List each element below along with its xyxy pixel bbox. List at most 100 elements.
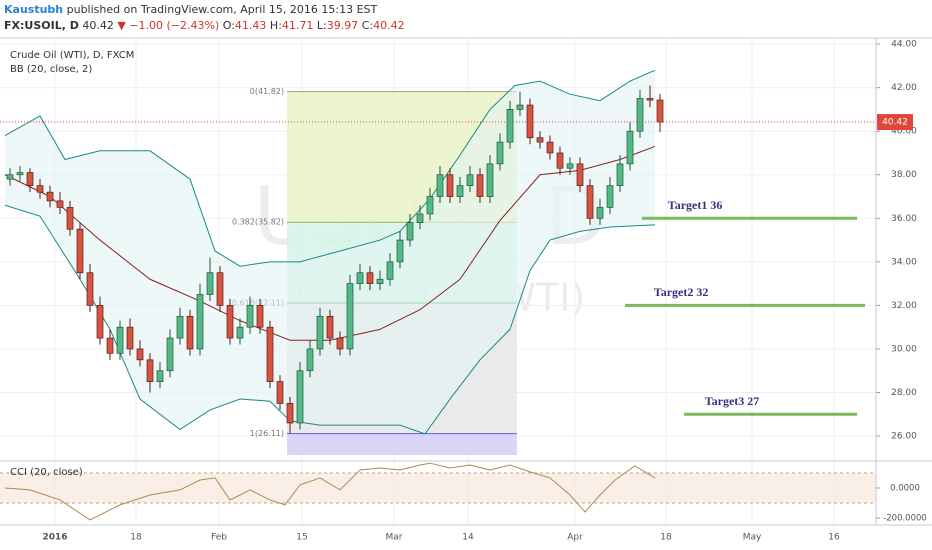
cci-line xyxy=(4,462,656,521)
fib-label: 1(26.11) xyxy=(250,429,284,438)
price: 40.42 xyxy=(82,19,114,32)
candle-body xyxy=(226,305,234,339)
candle-body xyxy=(496,141,504,165)
c-label: C: xyxy=(361,19,374,32)
candle-body xyxy=(136,348,144,361)
y-tick-label: 34.00 xyxy=(891,257,917,267)
candle-body xyxy=(276,381,284,404)
candle-body xyxy=(156,370,164,382)
x-tick-label: 14 xyxy=(462,533,474,543)
y-tick-label: 44.00 xyxy=(891,40,917,50)
candle-body xyxy=(246,305,254,328)
published: published on TradingView.com, April 15, … xyxy=(66,3,378,16)
candle-body xyxy=(116,326,124,354)
candle-body xyxy=(376,278,384,284)
candle-body xyxy=(426,196,434,215)
last-price-box xyxy=(877,114,913,131)
candle-body xyxy=(106,337,114,354)
l-label: L: xyxy=(316,19,327,32)
candle-body xyxy=(446,174,454,197)
candle-body xyxy=(26,172,34,186)
y-tick-label: 40.00 xyxy=(891,127,917,137)
candle-body xyxy=(566,163,574,169)
candle-body xyxy=(96,305,104,339)
candle-body xyxy=(86,272,94,306)
candle-body xyxy=(46,191,54,202)
candle-body xyxy=(576,163,584,186)
last-price-label: 40.42 xyxy=(882,118,908,128)
candle-body xyxy=(396,239,404,263)
candle-body xyxy=(546,141,554,154)
candle-body xyxy=(436,174,444,197)
candle-body xyxy=(556,152,564,169)
cci-title: CCI (20, close) xyxy=(10,467,83,478)
candle-body xyxy=(386,261,394,280)
target-label: Target3 27 xyxy=(705,394,760,408)
candle-body xyxy=(256,305,264,328)
close: 40.42 xyxy=(373,19,405,32)
candle-body xyxy=(346,283,354,350)
y-tick-label: 28.00 xyxy=(891,388,917,398)
fib-label: 0(41.82) xyxy=(250,87,284,96)
candle-body xyxy=(76,228,84,274)
header: Kaustubh published on TradingView.com, A… xyxy=(4,2,405,34)
candle-body xyxy=(336,337,344,350)
x-tick-label: Apr xyxy=(567,533,583,543)
x-tick-label: 18 xyxy=(130,533,142,543)
candle-body xyxy=(366,272,374,284)
y-tick-label: 36.00 xyxy=(891,214,917,224)
candle-body xyxy=(146,359,154,382)
candle-body xyxy=(176,315,184,339)
candle-body xyxy=(56,200,64,208)
candle-body xyxy=(326,315,334,339)
candle-body xyxy=(506,109,514,143)
cci-tick-label: -200.0000 xyxy=(883,513,927,523)
candle-body xyxy=(476,174,484,197)
bb-lower xyxy=(4,204,656,435)
candle-body xyxy=(166,337,174,372)
y-tick-label: 42.00 xyxy=(891,83,917,93)
target-label: Target2 32 xyxy=(654,285,709,299)
h-label: H: xyxy=(269,19,282,32)
target-label: Target1 36 xyxy=(668,198,723,212)
candle-body xyxy=(516,104,524,110)
candle-body xyxy=(406,222,414,241)
candle-body xyxy=(536,137,544,143)
candle-body xyxy=(266,326,274,382)
o-label: O: xyxy=(222,19,235,32)
candle-body xyxy=(486,163,494,197)
candle-body xyxy=(6,174,14,180)
x-tick-label: 2016 xyxy=(42,533,67,543)
x-tick-label: May xyxy=(743,533,762,543)
indicator-title: BB (20, close, 2) xyxy=(10,64,92,75)
open: 41.43 xyxy=(234,19,267,32)
candle-body xyxy=(306,348,314,372)
y-tick-label: 38.00 xyxy=(891,170,917,180)
candle-body xyxy=(126,326,134,350)
candle-body xyxy=(596,207,604,219)
candle-body xyxy=(196,294,204,350)
low: 39.97 xyxy=(326,19,359,32)
x-tick-label: 18 xyxy=(660,533,672,543)
cci-tick-label: 0.0000 xyxy=(890,483,920,493)
fib-zone xyxy=(287,433,517,455)
candle-body xyxy=(646,98,654,101)
high: 41.71 xyxy=(281,19,314,32)
candle-body xyxy=(296,370,304,424)
x-tick-label: 15 xyxy=(296,533,307,543)
candle-body xyxy=(586,185,594,219)
candle-body xyxy=(656,99,664,123)
fib-label: 0.382(35.82) xyxy=(232,218,284,227)
publish-line: Kaustubh published on TradingView.com, A… xyxy=(4,2,405,18)
candle-body xyxy=(466,174,474,186)
y-tick-label: 32.00 xyxy=(891,301,917,311)
candle-body xyxy=(36,185,44,193)
author[interactable]: Kaustubh xyxy=(4,3,64,16)
x-tick-label: Mar xyxy=(386,533,403,543)
candle-body xyxy=(66,207,74,230)
candle-body xyxy=(636,98,644,132)
candle-body xyxy=(616,163,624,186)
candle-body xyxy=(206,272,214,295)
candle-body xyxy=(316,315,324,350)
